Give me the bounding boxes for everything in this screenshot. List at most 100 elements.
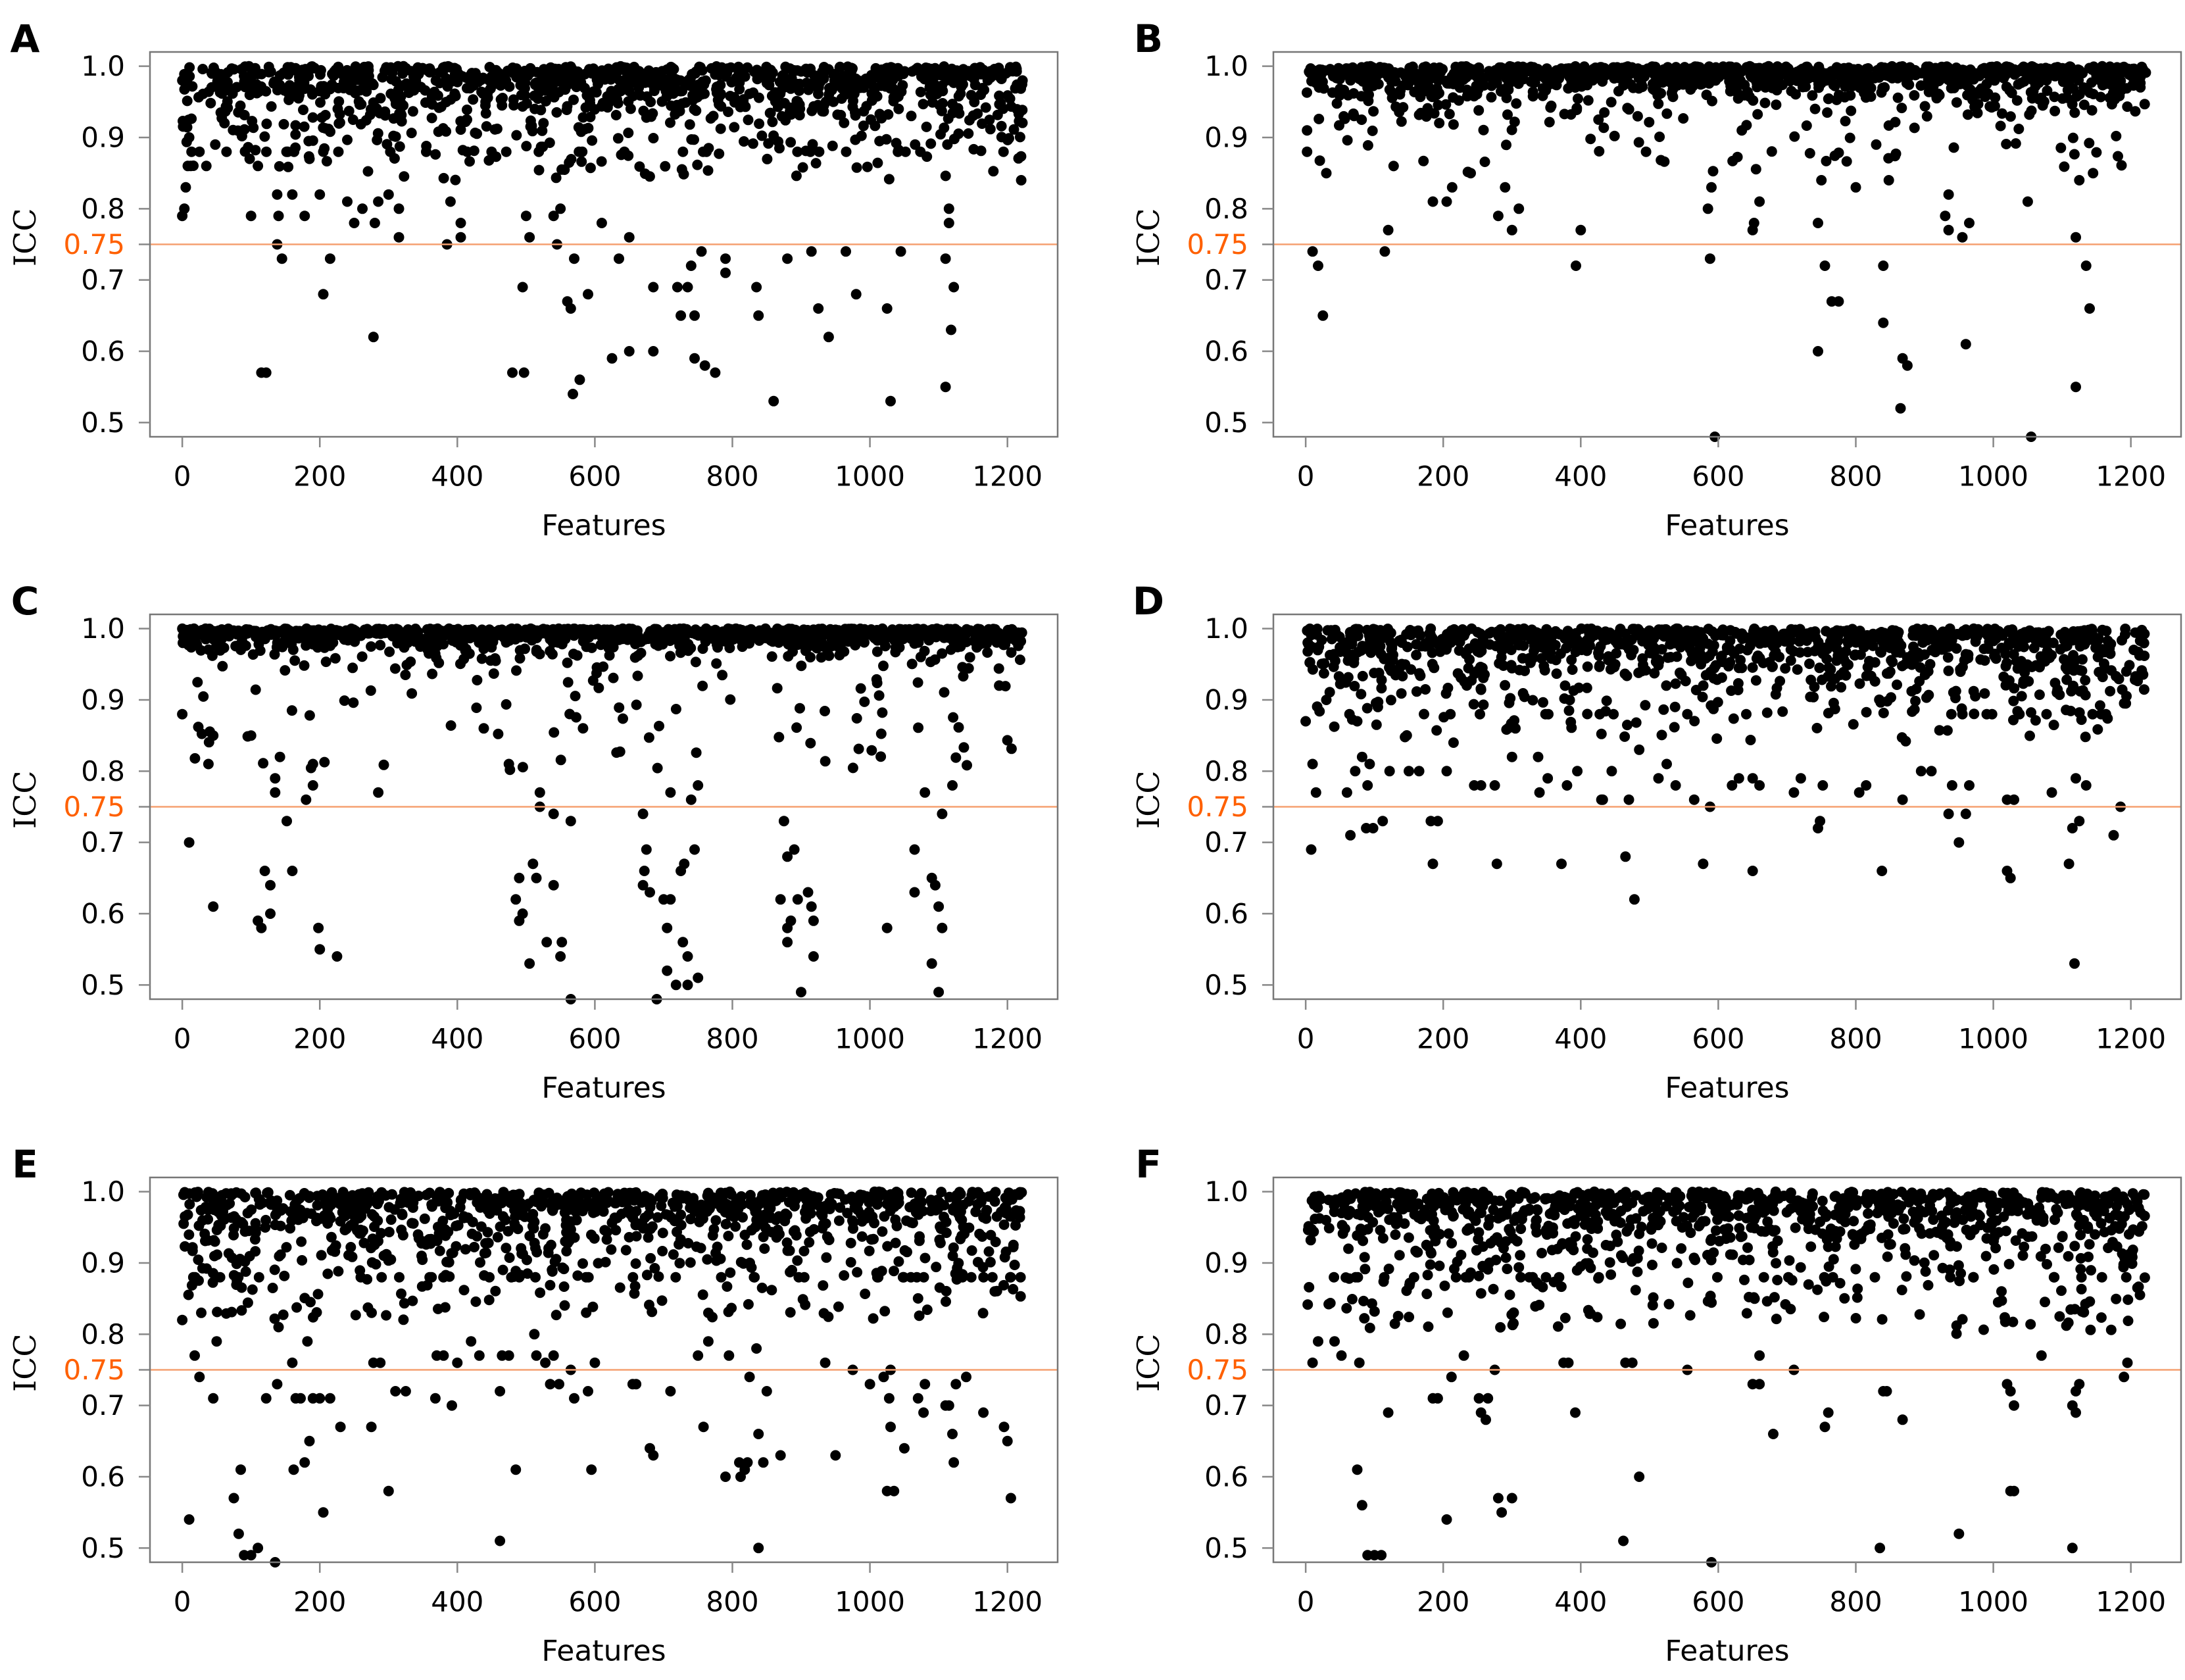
data-point bbox=[348, 697, 359, 708]
data-point bbox=[1984, 62, 1996, 73]
x-tick-label: 400 bbox=[1554, 1023, 1607, 1055]
data-point bbox=[2092, 724, 2103, 735]
data-point bbox=[1377, 816, 1388, 827]
data-point bbox=[827, 140, 838, 151]
data-point bbox=[194, 146, 205, 157]
data-point bbox=[947, 780, 958, 791]
data-point bbox=[1800, 66, 1811, 78]
data-point bbox=[598, 661, 609, 672]
data-point bbox=[929, 879, 941, 891]
data-point bbox=[1623, 794, 1634, 805]
data-point bbox=[1500, 182, 1511, 193]
data-point bbox=[186, 146, 197, 157]
data-point bbox=[576, 156, 587, 167]
data-point bbox=[1506, 645, 1517, 655]
data-point bbox=[1819, 260, 1830, 271]
data-point bbox=[377, 72, 388, 83]
data-point bbox=[912, 677, 923, 688]
data-point bbox=[1427, 658, 1438, 670]
data-point bbox=[2088, 168, 2099, 179]
data-point bbox=[1957, 64, 1968, 76]
data-point bbox=[1421, 86, 1432, 97]
data-point bbox=[940, 170, 951, 182]
data-point bbox=[1750, 63, 1761, 74]
data-point bbox=[937, 98, 948, 109]
data-point bbox=[1711, 733, 1723, 744]
data-point bbox=[2105, 685, 2116, 697]
x-tick-label: 800 bbox=[1829, 1023, 1882, 1055]
data-point bbox=[795, 703, 805, 714]
data-point bbox=[608, 626, 619, 637]
data-point bbox=[514, 872, 525, 883]
data-point bbox=[1448, 78, 1459, 89]
x-tick-label: 200 bbox=[293, 460, 346, 493]
data-point bbox=[1594, 146, 1605, 157]
data-point bbox=[715, 123, 726, 134]
data-point bbox=[1330, 655, 1340, 666]
data-point bbox=[283, 94, 295, 105]
data-point bbox=[1620, 851, 1631, 862]
data-point bbox=[1438, 641, 1450, 652]
data-point bbox=[1770, 647, 1781, 657]
data-point bbox=[1922, 635, 1933, 646]
data-point bbox=[662, 922, 673, 933]
data-point bbox=[1854, 678, 1865, 689]
data-point bbox=[796, 660, 807, 672]
data-point bbox=[791, 722, 802, 733]
data-point bbox=[2024, 109, 2035, 120]
data-point bbox=[1817, 67, 1828, 78]
data-point bbox=[1908, 625, 1919, 636]
data-point bbox=[1367, 125, 1378, 136]
data-point bbox=[1362, 780, 1373, 791]
data-point bbox=[2010, 138, 2021, 149]
data-point bbox=[1946, 708, 1957, 720]
data-point bbox=[889, 1266, 899, 1277]
data-point bbox=[2078, 99, 2090, 111]
data-point bbox=[2104, 638, 2115, 649]
data-point bbox=[1596, 728, 1607, 739]
data-point bbox=[631, 699, 642, 710]
data-point bbox=[1814, 662, 1825, 674]
data-point bbox=[691, 747, 702, 758]
data-point bbox=[1708, 703, 1719, 714]
data-point bbox=[203, 758, 214, 770]
data-point bbox=[538, 118, 549, 129]
data-point bbox=[878, 660, 889, 672]
data-point bbox=[937, 80, 947, 91]
data-point bbox=[1306, 630, 1317, 641]
data-point bbox=[356, 651, 368, 662]
data-point bbox=[1822, 107, 1833, 118]
data-point bbox=[464, 156, 475, 167]
data-point bbox=[1988, 635, 1999, 647]
data-point bbox=[179, 203, 190, 214]
data-point bbox=[807, 139, 818, 150]
data-point bbox=[1811, 722, 1823, 733]
data-point bbox=[1926, 766, 1937, 777]
data-point bbox=[1563, 705, 1575, 716]
data-point bbox=[384, 646, 395, 657]
data-point bbox=[1372, 701, 1383, 712]
data-point bbox=[460, 116, 471, 128]
data-point bbox=[623, 128, 634, 138]
data-point bbox=[633, 650, 644, 661]
data-point bbox=[378, 759, 389, 770]
data-point bbox=[791, 95, 802, 107]
data-point bbox=[604, 650, 615, 661]
data-point bbox=[647, 108, 658, 119]
data-point bbox=[1465, 63, 1476, 74]
data-point bbox=[1629, 894, 1640, 905]
data-point bbox=[948, 712, 959, 723]
data-point bbox=[893, 146, 904, 157]
data-point bbox=[1564, 695, 1575, 706]
data-point bbox=[2069, 107, 2080, 118]
data-point bbox=[381, 139, 393, 150]
data-point bbox=[1513, 203, 1525, 214]
data-point bbox=[1307, 246, 1318, 257]
data-point bbox=[1775, 676, 1786, 687]
data-point bbox=[1610, 635, 1621, 647]
data-point bbox=[881, 922, 893, 933]
data-point bbox=[585, 111, 596, 122]
data-point bbox=[1892, 92, 1903, 103]
data-point bbox=[1937, 63, 1948, 74]
data-point bbox=[1529, 645, 1539, 656]
